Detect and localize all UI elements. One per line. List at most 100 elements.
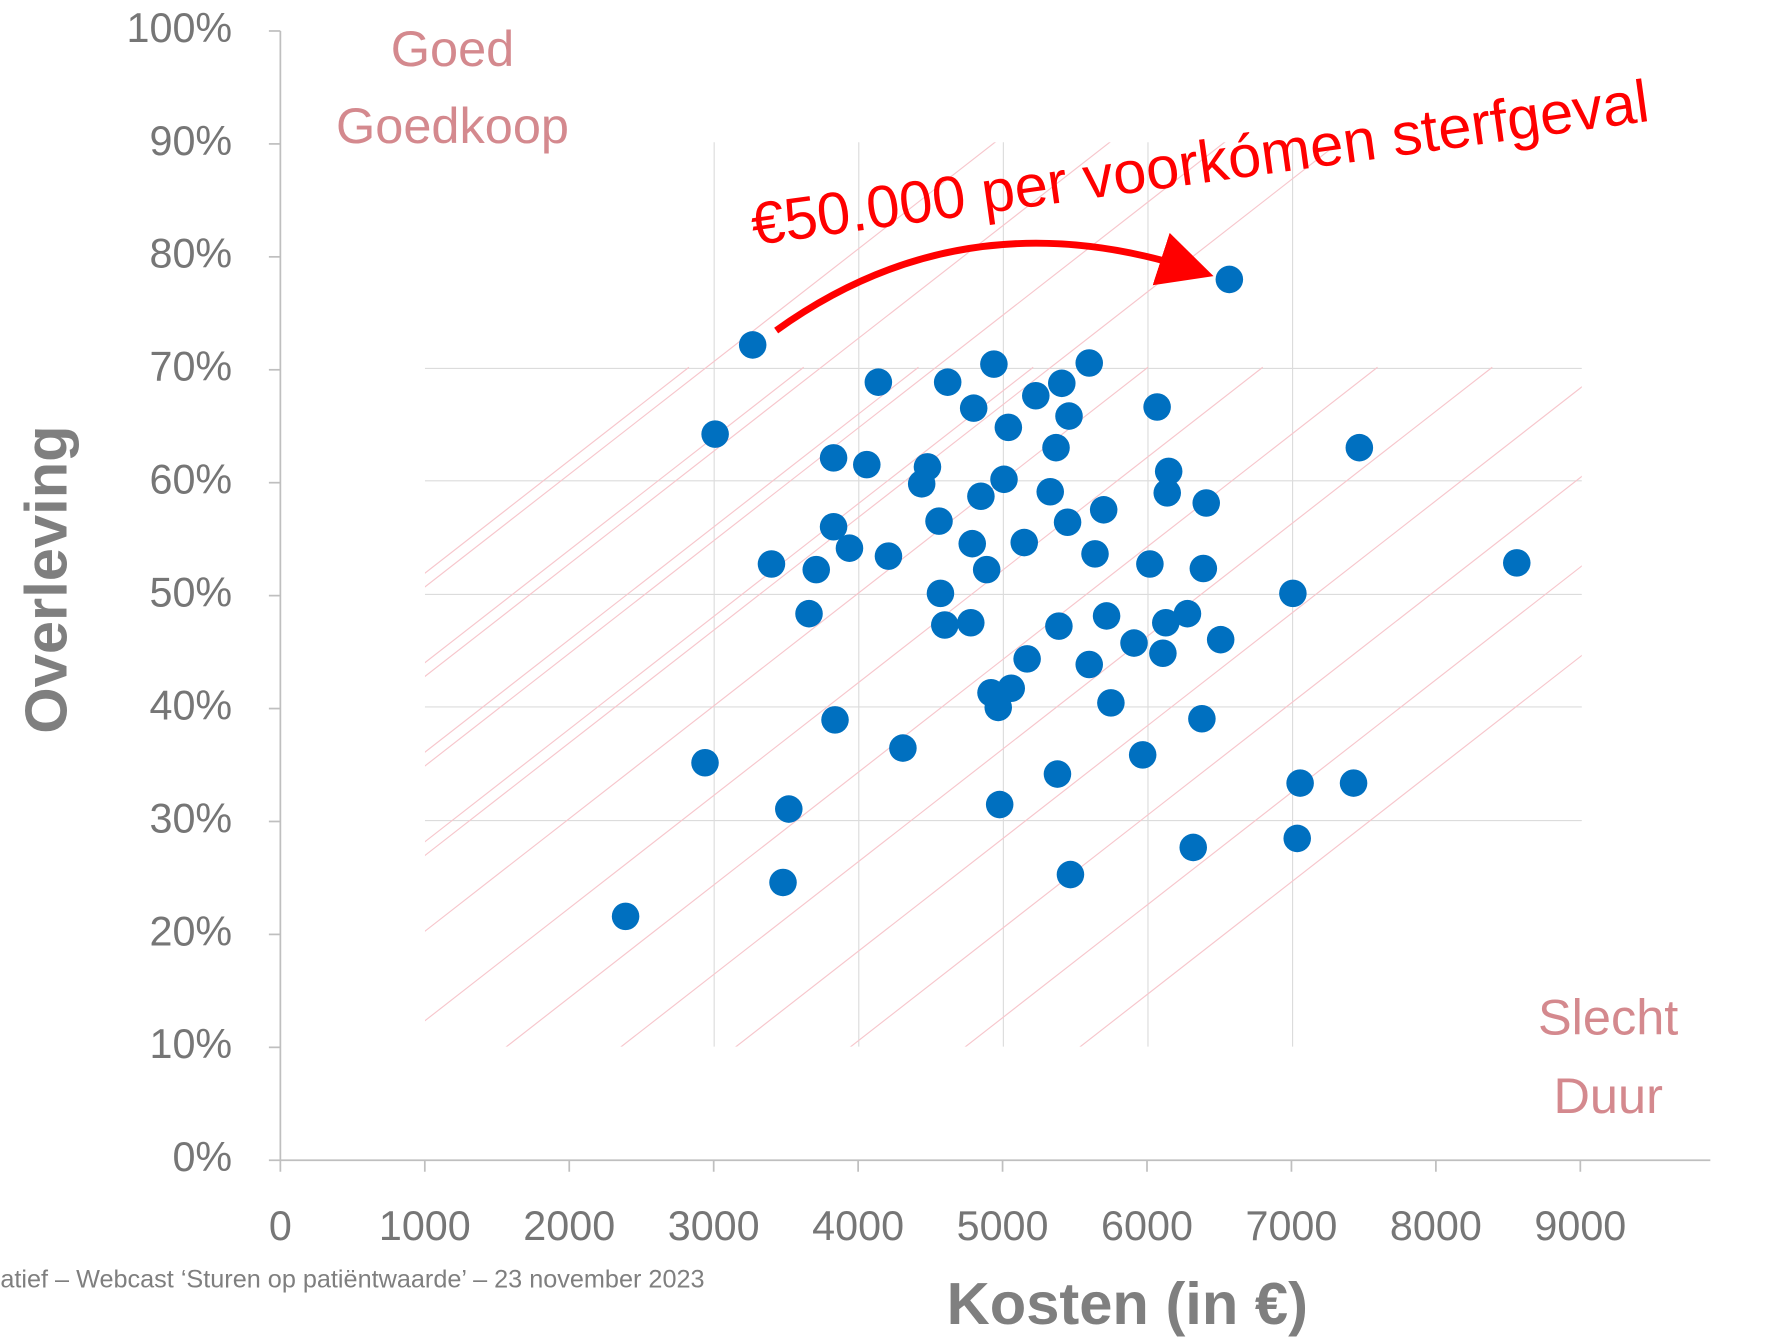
point <box>874 542 903 570</box>
annotation-arrow <box>774 232 1214 334</box>
point <box>769 868 797 897</box>
point <box>889 734 917 762</box>
x-tick-label: 3000 <box>668 1203 760 1249</box>
point <box>819 444 848 472</box>
x-tick-label: 2000 <box>523 1203 615 1249</box>
background-lattice <box>424 142 1582 1047</box>
y-tick-label: 0% <box>172 1134 232 1180</box>
point <box>738 331 767 359</box>
y-tick-label: 60% <box>150 457 233 503</box>
point <box>611 902 640 931</box>
y-tick-label: 70% <box>150 344 233 390</box>
point <box>864 368 893 396</box>
point <box>1089 496 1118 524</box>
annotation: Goedkoop <box>336 97 569 154</box>
point <box>1055 402 1083 430</box>
x-axis-label: Kosten (in €) <box>947 1270 1308 1337</box>
y-tick-label: 100% <box>127 5 233 51</box>
point <box>819 512 848 541</box>
point <box>1154 457 1183 486</box>
point <box>1143 393 1171 421</box>
point <box>931 611 959 639</box>
point <box>957 608 985 637</box>
annotation: Duur <box>1553 1067 1662 1124</box>
point <box>1188 704 1216 733</box>
point <box>835 534 864 562</box>
point <box>802 555 831 584</box>
annotation: Goed <box>391 20 515 77</box>
point <box>1206 625 1235 654</box>
point <box>958 529 987 558</box>
point <box>1081 540 1109 568</box>
x-tick-label: 6000 <box>1101 1203 1193 1249</box>
footer: atief – Webcast ‘Sturen op patiëntwaarde… <box>0 1265 704 1293</box>
point <box>1173 599 1202 628</box>
point <box>913 453 942 481</box>
y-axis-label: Overleving <box>13 425 80 733</box>
point <box>1013 645 1041 673</box>
point <box>821 706 849 734</box>
point <box>1048 369 1076 398</box>
point <box>701 420 729 448</box>
point <box>1120 629 1148 657</box>
x-tick-label: 5000 <box>957 1203 1049 1249</box>
point <box>1043 760 1072 788</box>
point <box>1179 833 1207 862</box>
point <box>1192 489 1220 517</box>
point <box>1075 349 1104 377</box>
point <box>1136 550 1164 578</box>
point <box>1022 381 1050 410</box>
point <box>980 350 1008 378</box>
point <box>1092 602 1121 630</box>
point <box>1053 508 1082 536</box>
x-tick-label: 0 <box>269 1203 292 1249</box>
y-tick-label: 40% <box>150 682 233 728</box>
point <box>1036 477 1065 506</box>
point <box>959 394 988 422</box>
x-tick-label: 8000 <box>1390 1203 1482 1249</box>
point <box>1128 741 1157 769</box>
point <box>926 579 955 608</box>
y-tick-label: 50% <box>150 570 233 616</box>
point <box>925 507 953 535</box>
point <box>1189 554 1218 583</box>
y-tick-label: 10% <box>150 1021 233 1067</box>
point <box>1075 650 1104 679</box>
point <box>1286 769 1314 797</box>
point <box>1153 479 1182 507</box>
point <box>1503 549 1531 577</box>
x-tick-label: 9000 <box>1534 1203 1626 1249</box>
point <box>1045 612 1073 640</box>
point <box>997 674 1026 702</box>
point <box>853 450 881 479</box>
point <box>757 550 786 578</box>
point <box>1042 433 1070 462</box>
y-tick-label: 20% <box>150 908 233 954</box>
point <box>1279 579 1307 608</box>
x-tick-label: 4000 <box>812 1203 904 1249</box>
point <box>1097 689 1125 717</box>
point <box>1215 265 1244 294</box>
point <box>1339 769 1368 797</box>
point <box>691 748 719 777</box>
point <box>1056 860 1085 889</box>
point <box>990 465 1018 494</box>
y-tick-label: 80% <box>150 231 233 277</box>
annotation: €50.000 per voorkómen sterfgeval <box>747 67 1653 258</box>
x-tick-label: 7000 <box>1246 1203 1338 1249</box>
point <box>1283 824 1311 853</box>
y-tick-label: 30% <box>150 795 233 841</box>
point <box>795 599 823 628</box>
y-tick-label: 90% <box>150 118 233 164</box>
point <box>994 413 1023 442</box>
point <box>1345 433 1374 462</box>
x-tick-label: 1000 <box>379 1203 471 1249</box>
annotation: Slecht <box>1538 989 1678 1046</box>
point <box>775 795 803 823</box>
point <box>933 368 962 396</box>
point <box>1152 608 1180 637</box>
point <box>1149 639 1177 667</box>
point <box>967 482 995 511</box>
